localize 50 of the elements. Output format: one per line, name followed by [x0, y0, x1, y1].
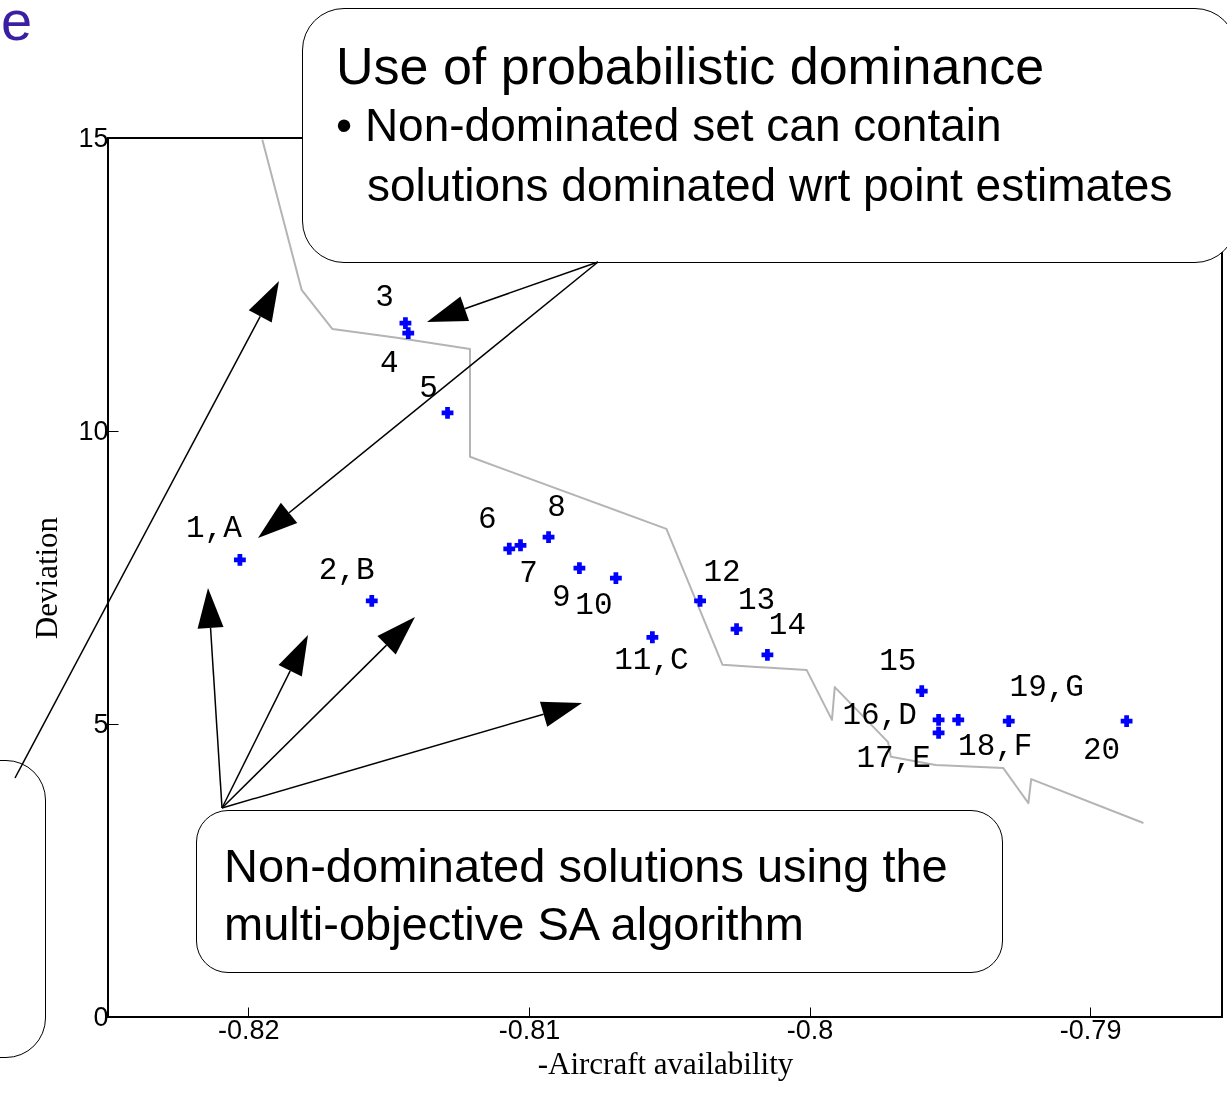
annotation: 12: [703, 554, 741, 590]
annotation: 15: [879, 644, 917, 680]
callout-box: Non-dominated solutions using the multi-objective SA algorithm: [196, 810, 1003, 973]
y-tick-label: 5: [93, 708, 109, 739]
annotation: 8: [547, 490, 566, 526]
annotation: Non-dominated solutions using the multi-objective SA algorithm: [224, 838, 949, 952]
x-tick-label: -0.82: [218, 1014, 280, 1045]
point: [646, 631, 659, 644]
annotation: 2,B: [318, 552, 375, 588]
point: [915, 685, 928, 698]
annotation: • Non-dominated set can contain solutions dominated wrt point estimates: [336, 98, 1174, 213]
y-tick-label: 0: [93, 1001, 109, 1032]
point: [730, 623, 743, 635]
annotation: 19,G: [1009, 670, 1084, 706]
y-axis-title: Deviation: [29, 516, 65, 640]
callout-box: Use of probabilistic dominance • Non-dominated set can contain solutions dominated wrt point estimates: [302, 8, 1227, 263]
annotation: 5: [419, 370, 438, 406]
x-tick-label: -0.8: [786, 1014, 834, 1045]
point: [1002, 715, 1015, 727]
annotation: 6: [477, 501, 497, 537]
annotation: 20: [1082, 733, 1121, 769]
annotation: 17,E: [856, 740, 931, 776]
point: [932, 726, 945, 739]
annotation: 11,C: [614, 643, 689, 679]
point: [441, 406, 454, 419]
chart-title: e: [1, 0, 33, 53]
x-tick-label: -0.81: [498, 1014, 561, 1045]
x-axis-title: -Aircraft availability: [537, 1045, 794, 1081]
point: [952, 713, 965, 726]
annotation: 10: [575, 588, 613, 624]
point: [365, 595, 378, 607]
point: [1120, 715, 1133, 727]
x-tick-label: -0.79: [1059, 1014, 1122, 1045]
point: [573, 562, 586, 575]
point: [761, 648, 774, 661]
annotation: 1,A: [185, 510, 243, 546]
point: [932, 713, 945, 726]
annotation: 4: [379, 346, 399, 382]
point: [399, 317, 412, 330]
annotation: 18,F: [958, 728, 1033, 764]
y-tick-label: 15: [78, 122, 109, 153]
annotation: 16,D: [842, 697, 917, 733]
y-tick-label: 10: [78, 415, 109, 446]
point: [542, 531, 555, 543]
point: [514, 539, 527, 552]
point: [503, 542, 516, 555]
annotation: 7: [519, 556, 538, 592]
annotation: 3: [375, 280, 394, 316]
point: [402, 327, 415, 340]
annotation: 9: [552, 580, 571, 616]
